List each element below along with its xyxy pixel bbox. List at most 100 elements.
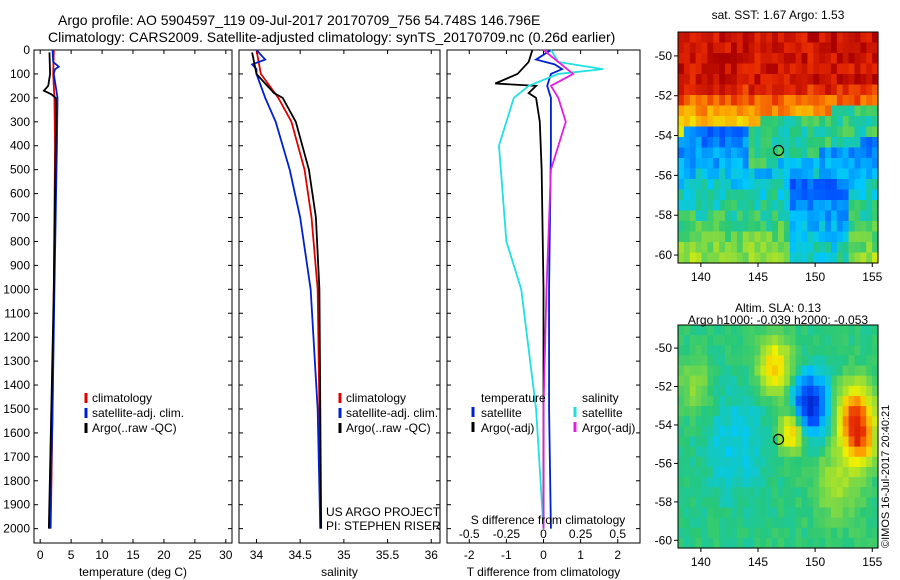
map-cell	[725, 385, 732, 397]
series-line-t-argo-adj-	[494, 49, 545, 529]
map-cell	[713, 63, 720, 75]
map-cell	[766, 385, 773, 397]
map-cell	[736, 158, 744, 170]
y-tick-label: 100	[10, 67, 30, 81]
map-cell	[860, 210, 867, 222]
map-cell	[860, 517, 867, 529]
map-cell	[842, 168, 850, 180]
map-cell	[807, 395, 814, 407]
map-cell	[801, 105, 809, 117]
map-cell	[683, 84, 691, 96]
map-cell	[789, 487, 797, 498]
map-cell	[760, 53, 767, 65]
map-cell	[789, 416, 797, 427]
map-cell	[730, 355, 738, 367]
map-cell	[683, 32, 691, 44]
map-cell	[783, 116, 791, 128]
map-cell	[819, 158, 826, 170]
map-cell	[813, 63, 820, 75]
map-cell	[707, 53, 714, 65]
map-cell	[730, 32, 738, 44]
y-tick-label: 700	[10, 211, 30, 225]
y-tick-label: 1100	[4, 306, 30, 320]
map-cell	[683, 537, 691, 549]
map-cell	[754, 355, 761, 367]
map-cell	[742, 42, 750, 54]
map-cell	[736, 200, 744, 212]
map-cell	[830, 126, 838, 138]
map-cell	[678, 527, 685, 539]
map-cell	[736, 63, 744, 75]
map-cell	[754, 221, 761, 233]
map-cell	[678, 221, 685, 233]
map-cell	[807, 126, 814, 138]
map-y-tick-label: -52	[655, 89, 673, 103]
map-cell	[783, 231, 791, 243]
map-cell	[683, 137, 691, 149]
map-cell	[730, 168, 738, 180]
map-cell	[860, 477, 867, 488]
map-cell	[766, 168, 773, 180]
map-cell	[836, 200, 844, 212]
series-line-argo-raw-qc-	[251, 52, 323, 529]
map-cell	[707, 179, 714, 191]
legend-entry: satellite-adj. clim.	[92, 406, 184, 420]
map-cell	[848, 137, 856, 149]
map-cell	[860, 137, 867, 149]
map-cell	[860, 385, 867, 397]
y-tick-label: 0	[23, 43, 30, 57]
map-cell	[842, 221, 850, 233]
map-cell	[819, 74, 826, 86]
map-x-tick-label: 150	[805, 555, 825, 569]
map-cell	[725, 53, 732, 65]
map-cell	[778, 375, 785, 387]
map-cell	[813, 137, 820, 149]
map-cell	[778, 74, 785, 86]
map-cell	[701, 168, 709, 180]
map-cell	[730, 497, 738, 509]
map-cell	[760, 147, 767, 159]
y-tick-label: 800	[10, 234, 30, 248]
climatology-title: Climatology: CARS2009. Satellite-adjuste…	[48, 29, 616, 45]
map-cell	[713, 497, 720, 509]
map-cell	[754, 252, 761, 264]
map-cell	[860, 466, 867, 478]
map-cell	[730, 385, 738, 397]
map-cell	[742, 385, 750, 397]
map-cell	[736, 406, 744, 417]
map-cell	[713, 325, 720, 336]
map-cell	[825, 477, 832, 488]
map-cell	[736, 385, 744, 397]
map-cell	[772, 325, 779, 336]
map-cell	[801, 242, 809, 254]
map-cell	[848, 375, 856, 387]
map-cell	[683, 345, 691, 357]
map-cell	[736, 517, 744, 529]
map-cell	[713, 406, 720, 417]
map-cell	[860, 126, 867, 138]
map-cell	[760, 527, 767, 539]
map-cell	[813, 74, 820, 86]
map-cell	[730, 221, 738, 233]
map-cell	[789, 497, 797, 509]
map-cell	[795, 456, 803, 468]
map-cell	[807, 517, 814, 529]
map-cell	[783, 385, 791, 397]
map-cell	[836, 179, 844, 191]
map-cell	[801, 436, 809, 448]
map-cell	[695, 365, 703, 377]
map-cell	[830, 325, 838, 336]
map-cell	[678, 84, 685, 96]
map-cell	[830, 221, 838, 233]
map-cell	[801, 406, 809, 417]
map-cell	[713, 436, 720, 448]
map-cell	[754, 456, 761, 468]
map-cell	[736, 231, 744, 243]
map-cell	[795, 126, 803, 138]
map-cell	[807, 32, 814, 44]
map-cell	[719, 137, 726, 149]
map-cell	[695, 416, 703, 427]
map-cell	[730, 517, 738, 529]
map-cell	[854, 116, 861, 128]
map-cell	[866, 487, 873, 498]
